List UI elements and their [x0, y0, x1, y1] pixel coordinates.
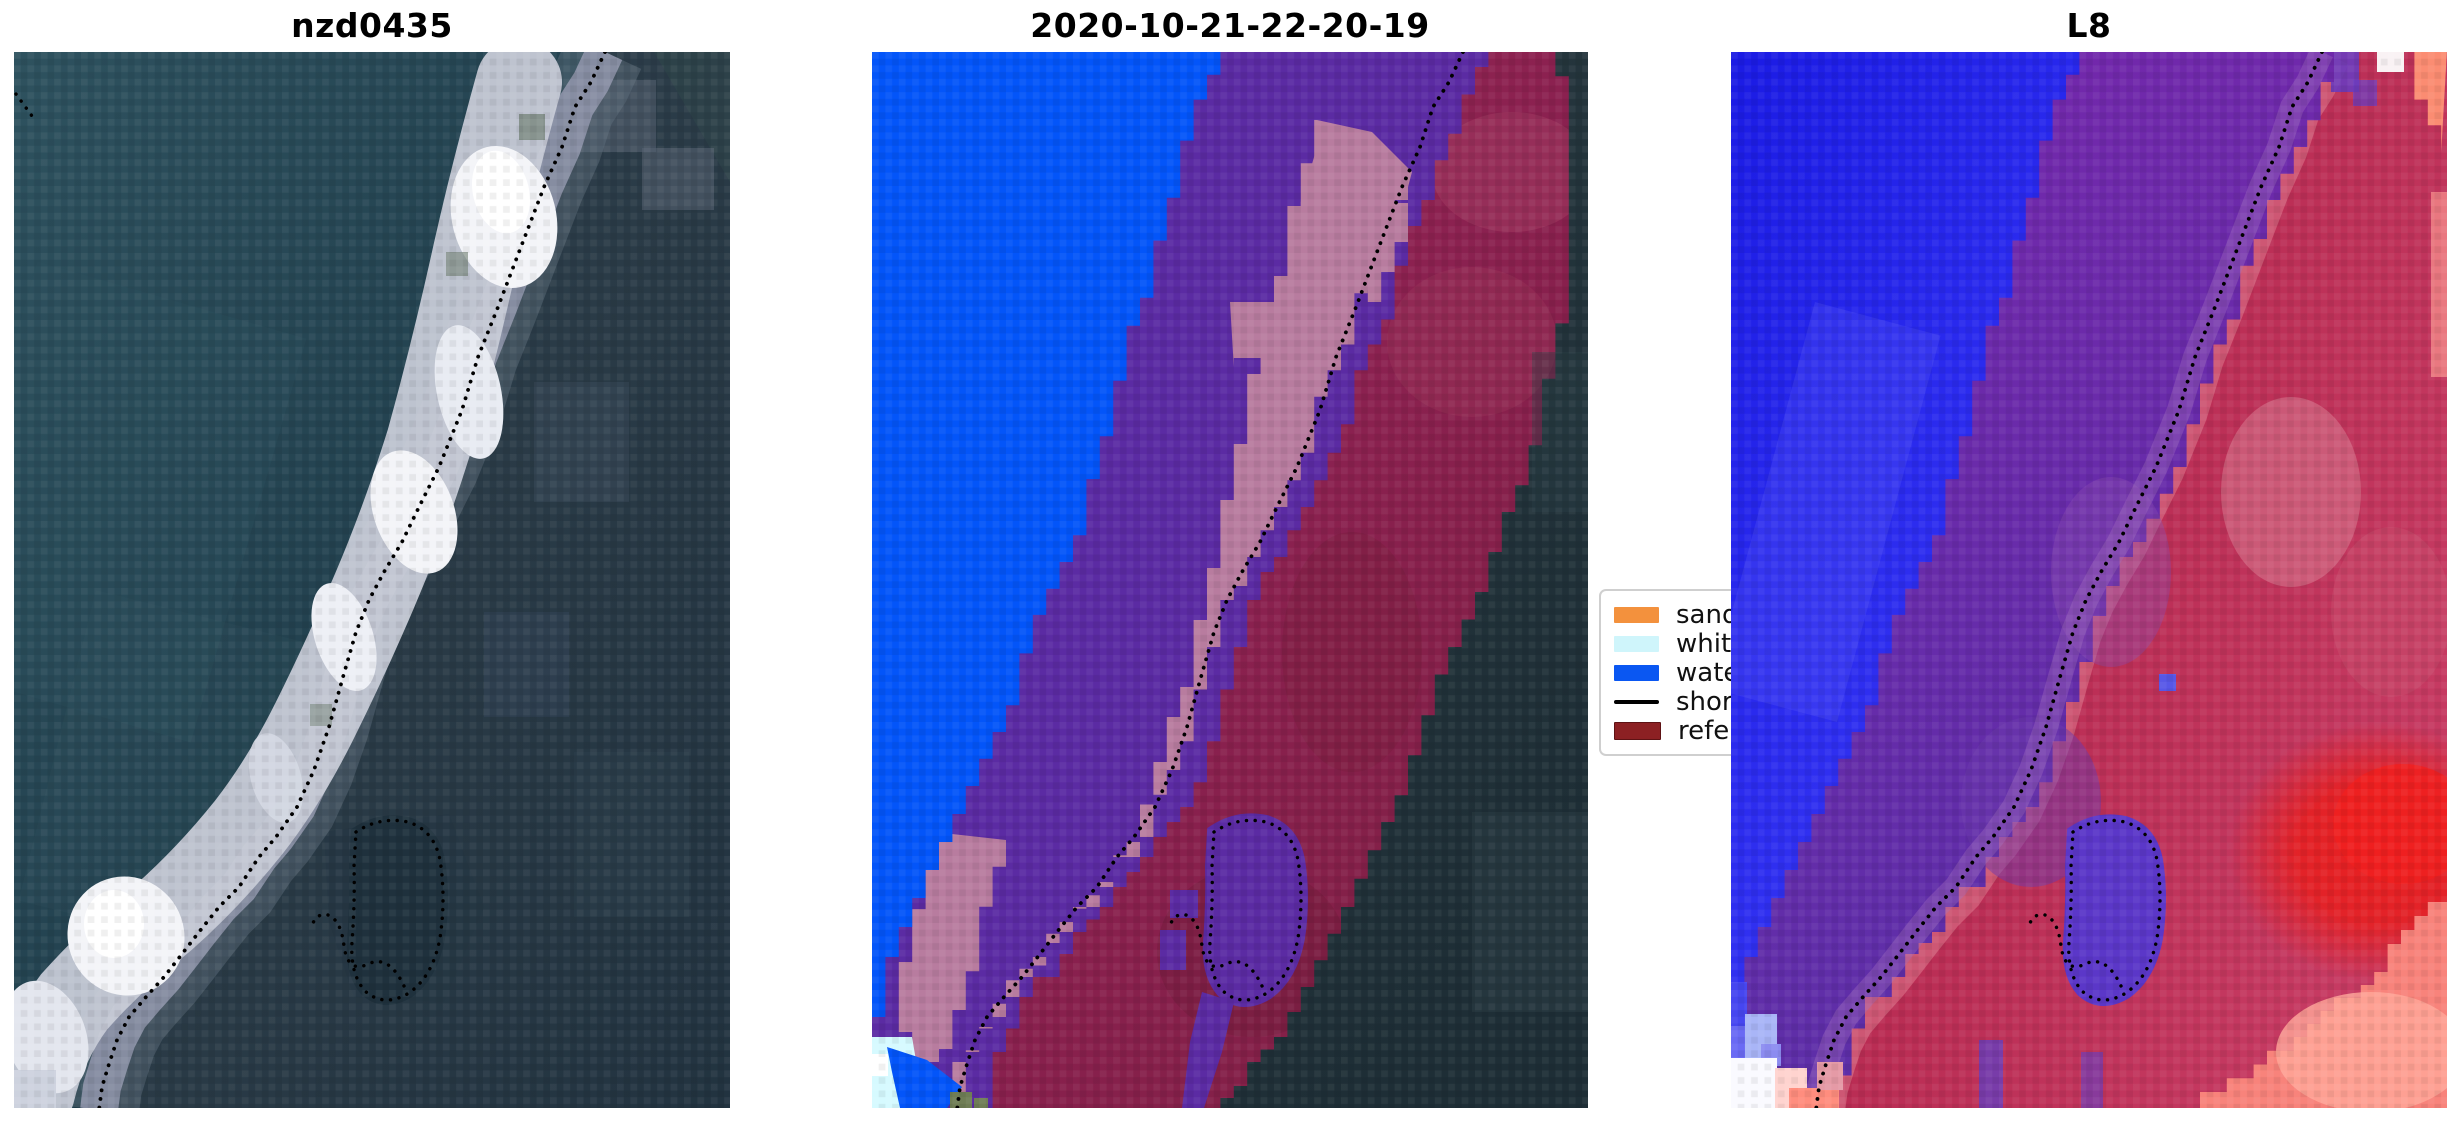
panel-title-rgb: nzd0435	[291, 6, 453, 45]
satellite-image	[872, 52, 1588, 1108]
shoreline-line-icon	[1614, 699, 1659, 704]
detected-shoreline-dotted	[955, 52, 1465, 1108]
panel-title-class: 2020-10-21-22-20-19	[1030, 6, 1430, 45]
panel-index-image	[1731, 52, 2447, 1108]
whitewater-swatch-icon	[1614, 635, 1659, 652]
panel-classified-image	[872, 52, 1588, 1108]
detected-shoreline-dotted	[1814, 52, 2324, 1108]
legend-item-sand: sand	[1614, 600, 1803, 629]
panel-title-index: L8	[2066, 6, 2112, 45]
water-swatch-icon	[1614, 664, 1659, 681]
sand-swatch-icon	[1614, 606, 1659, 623]
satellite-image	[1731, 52, 2447, 1108]
satellite-image	[14, 52, 730, 1108]
detected-shoreline-dotted	[14, 52, 607, 1108]
legend-label: sand	[1676, 600, 1739, 629]
reference-swatch-icon	[1614, 721, 1661, 740]
panel-rgb-image	[14, 52, 730, 1108]
